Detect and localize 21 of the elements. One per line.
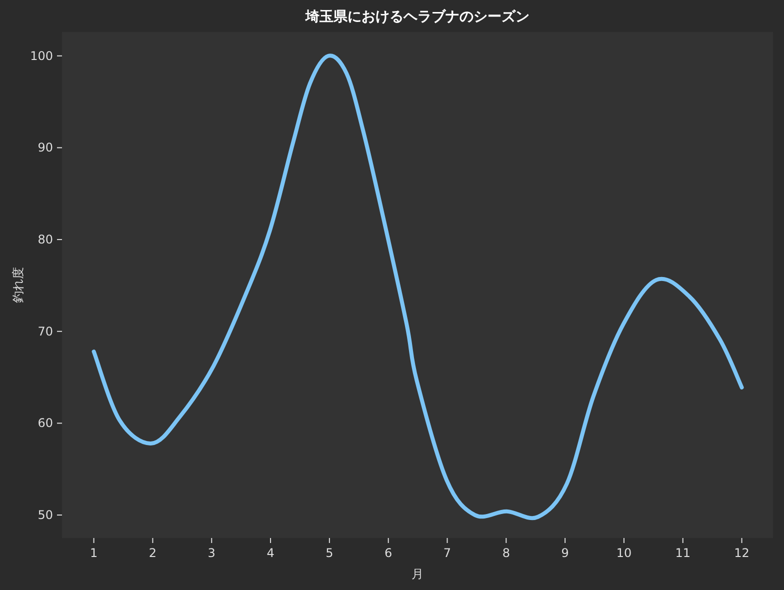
x-tick-label: 3 — [208, 546, 216, 560]
chart-title: 埼玉県におけるヘラブナのシーズン — [304, 8, 530, 25]
x-axis-title: 月 — [412, 567, 424, 581]
y-tick-label: 60 — [38, 416, 53, 430]
x-tick-label: 6 — [384, 546, 392, 560]
y-tick-label: 80 — [38, 232, 53, 247]
x-tick-label: 1 — [90, 546, 98, 560]
y-tick-label: 70 — [38, 324, 53, 338]
x-tick-label: 8 — [502, 546, 510, 560]
x-tick-label: 5 — [326, 546, 334, 560]
x-tick-label: 11 — [675, 546, 691, 560]
y-tick-label: 100 — [30, 48, 53, 63]
x-tick-label: 7 — [443, 546, 452, 560]
x-tick-label: 10 — [616, 546, 632, 560]
x-tick-label: 12 — [734, 546, 750, 560]
x-tick-label: 9 — [561, 546, 569, 560]
x-tick-label: 4 — [266, 546, 274, 560]
x-tick-label: 2 — [148, 546, 157, 560]
y-tick-label: 50 — [38, 508, 53, 522]
y-axis-title: 釣れ度 — [11, 267, 25, 303]
y-tick-label: 90 — [38, 140, 53, 155]
